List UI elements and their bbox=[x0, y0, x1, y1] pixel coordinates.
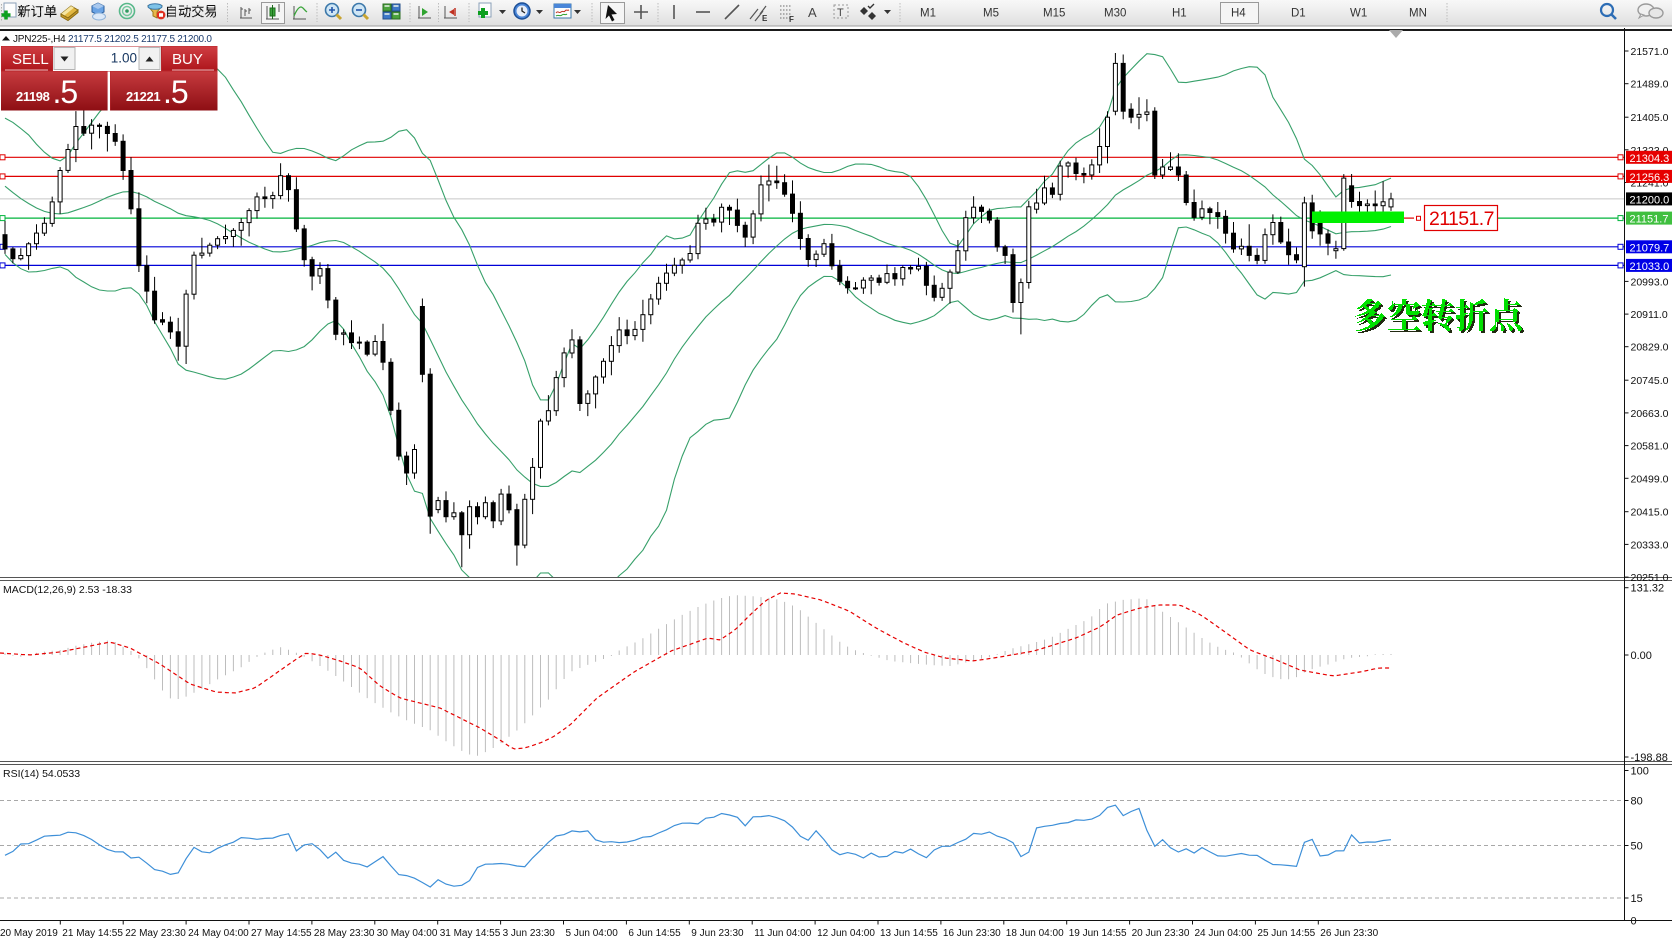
svg-text:M1: M1 bbox=[920, 8, 936, 20]
svg-text:M5: M5 bbox=[983, 8, 999, 20]
svg-text:27 May 14:55: 27 May 14:55 bbox=[251, 928, 312, 939]
svg-text:26 Jun 23:30: 26 Jun 23:30 bbox=[1320, 928, 1378, 939]
svg-text:RSI(14) 54.0533: RSI(14) 54.0533 bbox=[3, 768, 80, 780]
svg-text:21571.0: 21571.0 bbox=[1631, 46, 1669, 58]
svg-text:20829.0: 20829.0 bbox=[1631, 342, 1669, 354]
svg-text:1.00: 1.00 bbox=[111, 51, 137, 66]
svg-text:20745.0: 20745.0 bbox=[1631, 375, 1669, 387]
svg-text:F: F bbox=[789, 15, 794, 24]
svg-text:100: 100 bbox=[1631, 766, 1649, 778]
svg-text:H1: H1 bbox=[1172, 8, 1187, 20]
svg-text:6 Jun 14:55: 6 Jun 14:55 bbox=[628, 928, 681, 939]
svg-text:0.00: 0.00 bbox=[1631, 650, 1652, 662]
svg-text:M15: M15 bbox=[1043, 8, 1065, 20]
svg-text:13 Jun 14:55: 13 Jun 14:55 bbox=[880, 928, 938, 939]
svg-text:21151.7: 21151.7 bbox=[1630, 214, 1669, 226]
svg-text:24 May 04:00: 24 May 04:00 bbox=[188, 928, 249, 939]
svg-text:20333.0: 20333.0 bbox=[1631, 539, 1669, 551]
svg-text:M30: M30 bbox=[1104, 8, 1126, 20]
svg-text:20993.0: 20993.0 bbox=[1631, 276, 1669, 288]
svg-text:.5: .5 bbox=[53, 74, 78, 110]
svg-text:80: 80 bbox=[1631, 796, 1643, 808]
svg-text:21200.0: 21200.0 bbox=[1630, 194, 1670, 206]
svg-text:21405.0: 21405.0 bbox=[1631, 112, 1669, 124]
svg-text:24 Jun 04:00: 24 Jun 04:00 bbox=[1195, 928, 1253, 939]
svg-text:21033.0: 21033.0 bbox=[1630, 261, 1670, 273]
svg-text:20 Jun 23:30: 20 Jun 23:30 bbox=[1132, 928, 1190, 939]
svg-text:21256.3: 21256.3 bbox=[1630, 172, 1670, 184]
svg-text:21 May 14:55: 21 May 14:55 bbox=[62, 928, 123, 939]
svg-text:25 Jun 14:55: 25 Jun 14:55 bbox=[1257, 928, 1315, 939]
svg-text:BUY: BUY bbox=[172, 51, 203, 68]
svg-text:20911.0: 20911.0 bbox=[1631, 309, 1668, 321]
svg-text:MACD(12,26,9) 2.53 -18.33: MACD(12,26,9) 2.53 -18.33 bbox=[3, 584, 132, 596]
svg-text:0: 0 bbox=[1631, 916, 1637, 928]
svg-text:-198.88: -198.88 bbox=[1631, 752, 1668, 764]
svg-text:21304.3: 21304.3 bbox=[1630, 153, 1670, 165]
svg-text:3 Jun 23:30: 3 Jun 23:30 bbox=[503, 928, 556, 939]
svg-text:.5: .5 bbox=[163, 74, 188, 110]
svg-text:20415.0: 20415.0 bbox=[1631, 507, 1669, 519]
svg-text:21151.7: 21151.7 bbox=[1429, 208, 1494, 230]
svg-text:D1: D1 bbox=[1291, 8, 1306, 20]
svg-text:21221: 21221 bbox=[126, 89, 160, 104]
svg-text:21079.7: 21079.7 bbox=[1630, 242, 1670, 254]
svg-text:131.32: 131.32 bbox=[1631, 583, 1665, 595]
svg-text:20663.0: 20663.0 bbox=[1631, 408, 1669, 420]
svg-text:19 Jun 14:55: 19 Jun 14:55 bbox=[1069, 928, 1127, 939]
svg-text:20581.0: 20581.0 bbox=[1631, 441, 1669, 453]
svg-text:9 Jun 23:30: 9 Jun 23:30 bbox=[691, 928, 744, 939]
svg-text:12 Jun 04:00: 12 Jun 04:00 bbox=[817, 928, 875, 939]
svg-text:SELL: SELL bbox=[12, 51, 49, 68]
svg-text:31 May 14:55: 31 May 14:55 bbox=[440, 928, 501, 939]
svg-text:MN: MN bbox=[1409, 8, 1427, 20]
svg-text:28 May 23:30: 28 May 23:30 bbox=[314, 928, 375, 939]
svg-text:JPN225-,H4: JPN225-,H4 bbox=[13, 34, 66, 45]
svg-text:A: A bbox=[808, 5, 817, 20]
svg-text:16 Jun 23:30: 16 Jun 23:30 bbox=[943, 928, 1001, 939]
svg-text:30 May 04:00: 30 May 04:00 bbox=[377, 928, 438, 939]
svg-text:15: 15 bbox=[1631, 893, 1643, 905]
svg-text:20499.0: 20499.0 bbox=[1631, 473, 1669, 485]
svg-text:W1: W1 bbox=[1350, 8, 1367, 20]
svg-text:11 Jun 04:00: 11 Jun 04:00 bbox=[754, 928, 812, 939]
svg-text:E: E bbox=[762, 14, 768, 23]
svg-text:21198: 21198 bbox=[16, 89, 50, 104]
svg-text:20251.0: 20251.0 bbox=[1631, 572, 1669, 584]
svg-text:22 May 23:30: 22 May 23:30 bbox=[125, 928, 186, 939]
svg-text:20 May 2019: 20 May 2019 bbox=[0, 928, 58, 939]
svg-text:21489.0: 21489.0 bbox=[1631, 79, 1669, 91]
svg-text:H4: H4 bbox=[1231, 8, 1246, 20]
svg-text:50: 50 bbox=[1631, 841, 1643, 853]
svg-text:T: T bbox=[837, 7, 844, 19]
svg-text:18 Jun 04:00: 18 Jun 04:00 bbox=[1006, 928, 1064, 939]
svg-text:21177.5 21202.5 21177.5 21200.: 21177.5 21202.5 21177.5 21200.0 bbox=[68, 34, 212, 45]
svg-text:5 Jun 04:00: 5 Jun 04:00 bbox=[566, 928, 619, 939]
